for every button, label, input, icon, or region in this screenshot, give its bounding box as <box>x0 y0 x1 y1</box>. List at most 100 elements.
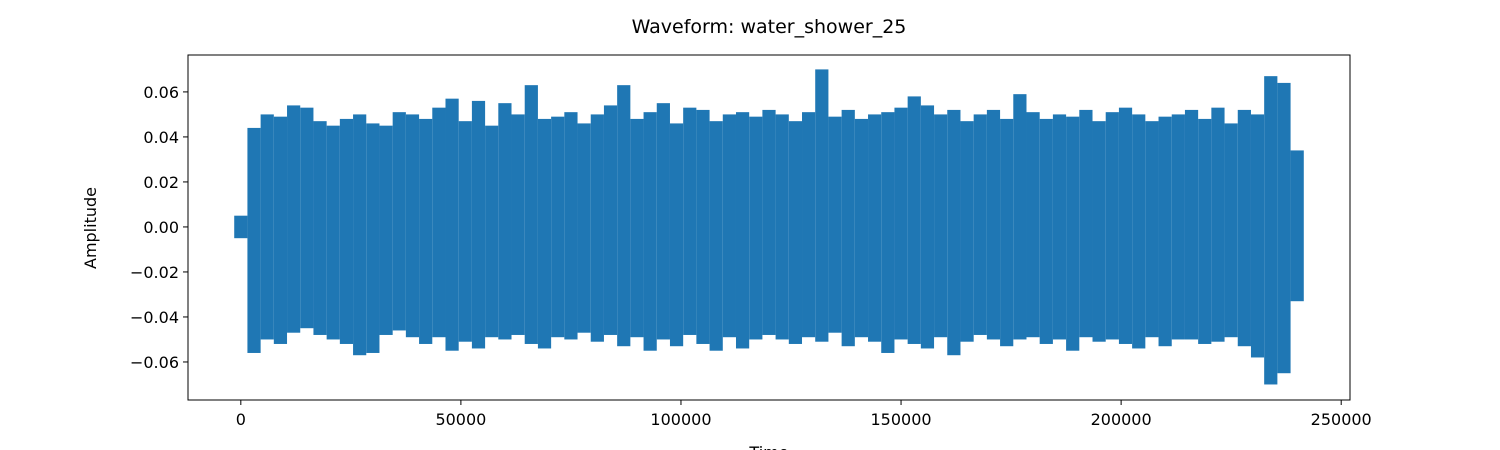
waveform-segment <box>326 125 340 340</box>
waveform-segment <box>1224 123 1238 338</box>
waveform-segment <box>1079 109 1093 338</box>
waveform-segment <box>722 114 736 338</box>
x-tick-label: 0 <box>236 410 246 429</box>
waveform-segment <box>445 98 459 351</box>
waveform-segment <box>1066 116 1080 351</box>
waveform-segment <box>1013 94 1027 340</box>
waveform-segment <box>260 114 274 340</box>
waveform-segment <box>1105 112 1119 340</box>
waveform-segment <box>802 112 816 338</box>
waveform-segment <box>1211 107 1225 342</box>
waveform-segment <box>749 116 763 340</box>
waveform-segment <box>1198 118 1212 344</box>
waveform-segment <box>551 116 565 338</box>
waveform-segment <box>617 85 631 347</box>
waveform-segment <box>683 107 697 335</box>
y-tick-label: −0.06 <box>130 353 179 372</box>
waveform-segment <box>1264 76 1278 385</box>
waveform-segment <box>630 118 644 338</box>
y-tick-label: 0.06 <box>143 83 179 102</box>
waveform-segment <box>841 109 855 347</box>
waveform-segment <box>907 96 921 344</box>
waveform-segment <box>498 103 512 340</box>
waveform-segment <box>511 114 525 335</box>
waveform-segment <box>379 125 393 335</box>
y-axis-label: Amplitude <box>81 187 100 269</box>
y-tick-label: 0.02 <box>143 173 179 192</box>
waveform-segment <box>854 118 869 338</box>
y-tick-label: 0.04 <box>143 128 179 147</box>
waveform-segment <box>577 123 591 333</box>
waveform-segment <box>1052 114 1067 340</box>
waveform-segment <box>669 123 684 347</box>
waveform-segment <box>947 109 961 356</box>
waveform-segment <box>735 112 750 349</box>
waveform-segment <box>313 121 327 335</box>
x-tick-label: 100000 <box>650 410 711 429</box>
waveform-segment <box>247 127 261 353</box>
waveform-segment <box>458 121 472 342</box>
waveform-segment <box>419 118 433 344</box>
waveform-segment <box>405 114 420 338</box>
waveform-segment <box>339 118 354 344</box>
waveform-segment <box>366 123 380 353</box>
waveform-segment <box>1171 114 1185 340</box>
waveform-segment <box>868 114 882 342</box>
x-tick-label: 250000 <box>1311 410 1372 429</box>
waveform-segment <box>1184 109 1199 340</box>
y-tick-label: 0.00 <box>143 218 179 237</box>
waveform-segment <box>656 103 670 340</box>
waveform-segment <box>537 118 552 349</box>
waveform-segment <box>471 100 486 349</box>
waveform-segment <box>1132 114 1146 349</box>
waveform-segment <box>881 112 895 353</box>
waveform-segment <box>485 125 499 338</box>
waveform-segment <box>986 109 1001 340</box>
waveform-segment <box>762 109 776 335</box>
waveform-segment <box>960 121 974 342</box>
waveform-segment <box>894 107 908 340</box>
waveform-segment <box>934 114 948 338</box>
y-tick-label: −0.04 <box>130 308 179 327</box>
x-axis-label: Time <box>748 443 788 450</box>
waveform-segment <box>300 107 314 329</box>
y-tick-label: −0.02 <box>130 263 179 282</box>
waveform-segment <box>973 114 987 335</box>
waveform-segment <box>1237 109 1251 347</box>
waveform-segment <box>1250 114 1265 358</box>
plot-frame <box>187 54 1351 401</box>
x-tick-label: 150000 <box>871 410 932 429</box>
waveform-segment <box>1026 112 1040 338</box>
waveform-segment <box>1039 118 1053 344</box>
waveform-segment <box>1290 150 1304 302</box>
waveform-segment <box>392 112 406 331</box>
waveform-segment <box>1118 107 1133 344</box>
waveform-segment <box>234 215 248 239</box>
waveform-segment <box>788 121 803 344</box>
waveform-segment <box>590 114 604 342</box>
waveform-segment <box>815 69 829 342</box>
waveform-segment <box>643 112 657 351</box>
waveform-segment <box>1145 121 1159 338</box>
waveform-segment <box>1092 121 1106 342</box>
waveform-segment <box>273 116 288 344</box>
waveform-segment <box>775 114 789 340</box>
waveform-segment <box>287 105 301 333</box>
x-tick-label: 200000 <box>1091 410 1152 429</box>
waveform-segment <box>603 105 618 335</box>
waveform-segment <box>353 114 367 356</box>
x-tick-label: 50000 <box>435 410 486 429</box>
waveform-segment <box>432 107 446 338</box>
waveform-segment <box>696 109 710 344</box>
waveform-segment <box>709 121 723 351</box>
waveform-segment <box>828 116 842 333</box>
waveform-segment <box>1000 118 1014 347</box>
chart-title: Waveform: water_shower_25 <box>632 16 907 38</box>
waveform-segment <box>1277 82 1291 374</box>
waveform-segment <box>564 112 578 340</box>
waveform-segment <box>1158 116 1172 347</box>
waveform-segment <box>920 105 935 349</box>
waveform-segment <box>524 85 538 344</box>
